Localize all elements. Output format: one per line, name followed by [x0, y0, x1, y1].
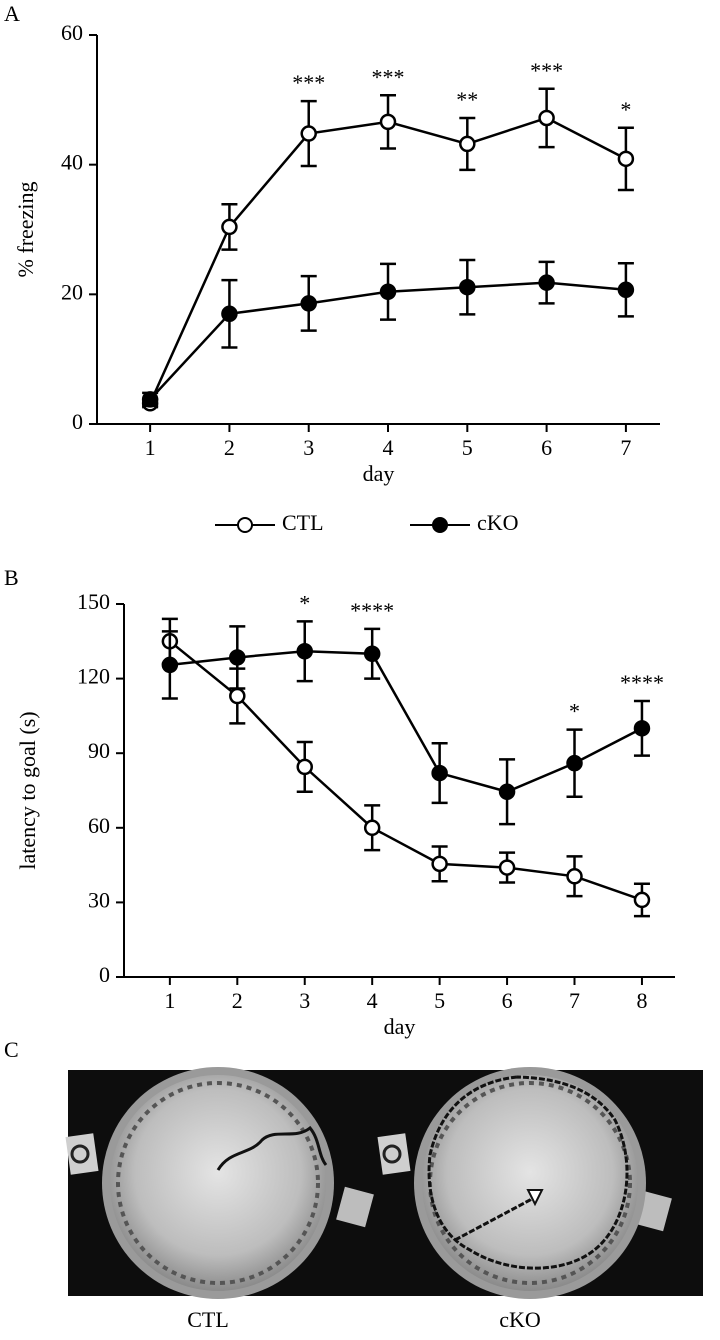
x-tick-label: 7: [569, 988, 580, 1013]
data-point: [459, 278, 476, 296]
significance-label: *: [620, 97, 631, 122]
data-point: [229, 687, 246, 705]
y-tick-label: 0: [72, 409, 83, 434]
series-line: [148, 116, 627, 404]
x-tick-label: 5: [462, 435, 473, 460]
series-line: [169, 649, 643, 794]
y-tick-label: 30: [88, 887, 110, 912]
y-tick-label: 0: [99, 962, 110, 987]
data-point: [538, 109, 555, 127]
x-tick-label: 4: [367, 988, 378, 1013]
data-point: [633, 720, 651, 737]
data-point: [296, 758, 313, 776]
data-point: [379, 113, 397, 131]
significance-label: **: [456, 87, 478, 112]
x-tick-label: 2: [232, 988, 243, 1013]
data-point: [498, 783, 516, 800]
data-point: [363, 819, 381, 837]
x-tick-label: 1: [164, 988, 175, 1013]
legend-label: cKO: [477, 510, 519, 535]
data-point: [566, 754, 583, 772]
y-axis-label: % freezing: [13, 182, 38, 278]
legend-label: CTL: [282, 510, 324, 535]
y-tick-label: 40: [61, 150, 83, 175]
significance-label: *: [299, 590, 310, 615]
y-tick-label: 60: [61, 20, 83, 45]
y-tick-label: 150: [77, 589, 110, 614]
x-tick-label: 8: [636, 988, 647, 1013]
data-point: [221, 218, 238, 236]
x-tick-label: 6: [502, 988, 513, 1013]
x-tick-label: 4: [383, 435, 394, 460]
significance-label: ***: [372, 64, 405, 89]
data-point: [617, 150, 635, 168]
data-point: [633, 891, 651, 909]
significance-label: ***: [530, 58, 563, 83]
data-point: [379, 283, 397, 300]
data-point: [300, 125, 317, 142]
y-tick-label: 20: [61, 279, 83, 304]
panel-label: A: [4, 1, 20, 26]
y-tick-label: 120: [77, 664, 110, 689]
legend-marker: [237, 517, 253, 533]
data-point: [498, 859, 516, 876]
significance-label: ****: [350, 598, 394, 623]
significance-label: *: [569, 699, 580, 724]
panel-label: B: [4, 565, 19, 590]
data-point: [566, 868, 583, 885]
x-tick-label: 6: [541, 435, 552, 460]
data-point: [229, 649, 246, 666]
x-tick-label: 2: [224, 435, 235, 460]
x-tick-label: 7: [620, 435, 631, 460]
x-tick-label: 5: [434, 988, 445, 1013]
data-point: [296, 642, 313, 660]
y-axis-label: latency to goal (s): [15, 711, 40, 869]
significance-label: ****: [620, 670, 664, 695]
photo: [65, 1067, 703, 1299]
data-point: [538, 274, 555, 291]
x-axis-label: day: [384, 1014, 416, 1039]
y-tick-label: 90: [88, 738, 110, 763]
data-point: [300, 295, 317, 312]
y-tick-label: 60: [88, 813, 110, 838]
data-point: [363, 645, 381, 662]
data-point: [617, 281, 635, 299]
data-point: [141, 391, 159, 408]
data-point: [161, 656, 179, 674]
photo-caption: CTL: [187, 1307, 229, 1332]
x-tick-label: 3: [303, 435, 314, 460]
x-tick-label: 3: [299, 988, 310, 1013]
x-axis-label: day: [363, 461, 395, 486]
x-tick-label: 1: [145, 435, 156, 460]
legend-marker: [432, 517, 448, 533]
photo-caption: cKO: [499, 1307, 541, 1332]
data-point: [431, 764, 448, 782]
panel-label: C: [4, 1037, 19, 1062]
series-line: [169, 640, 643, 902]
data-point: [221, 305, 238, 323]
significance-label: ***: [292, 70, 325, 95]
data-point: [459, 135, 476, 153]
data-point: [431, 855, 448, 873]
